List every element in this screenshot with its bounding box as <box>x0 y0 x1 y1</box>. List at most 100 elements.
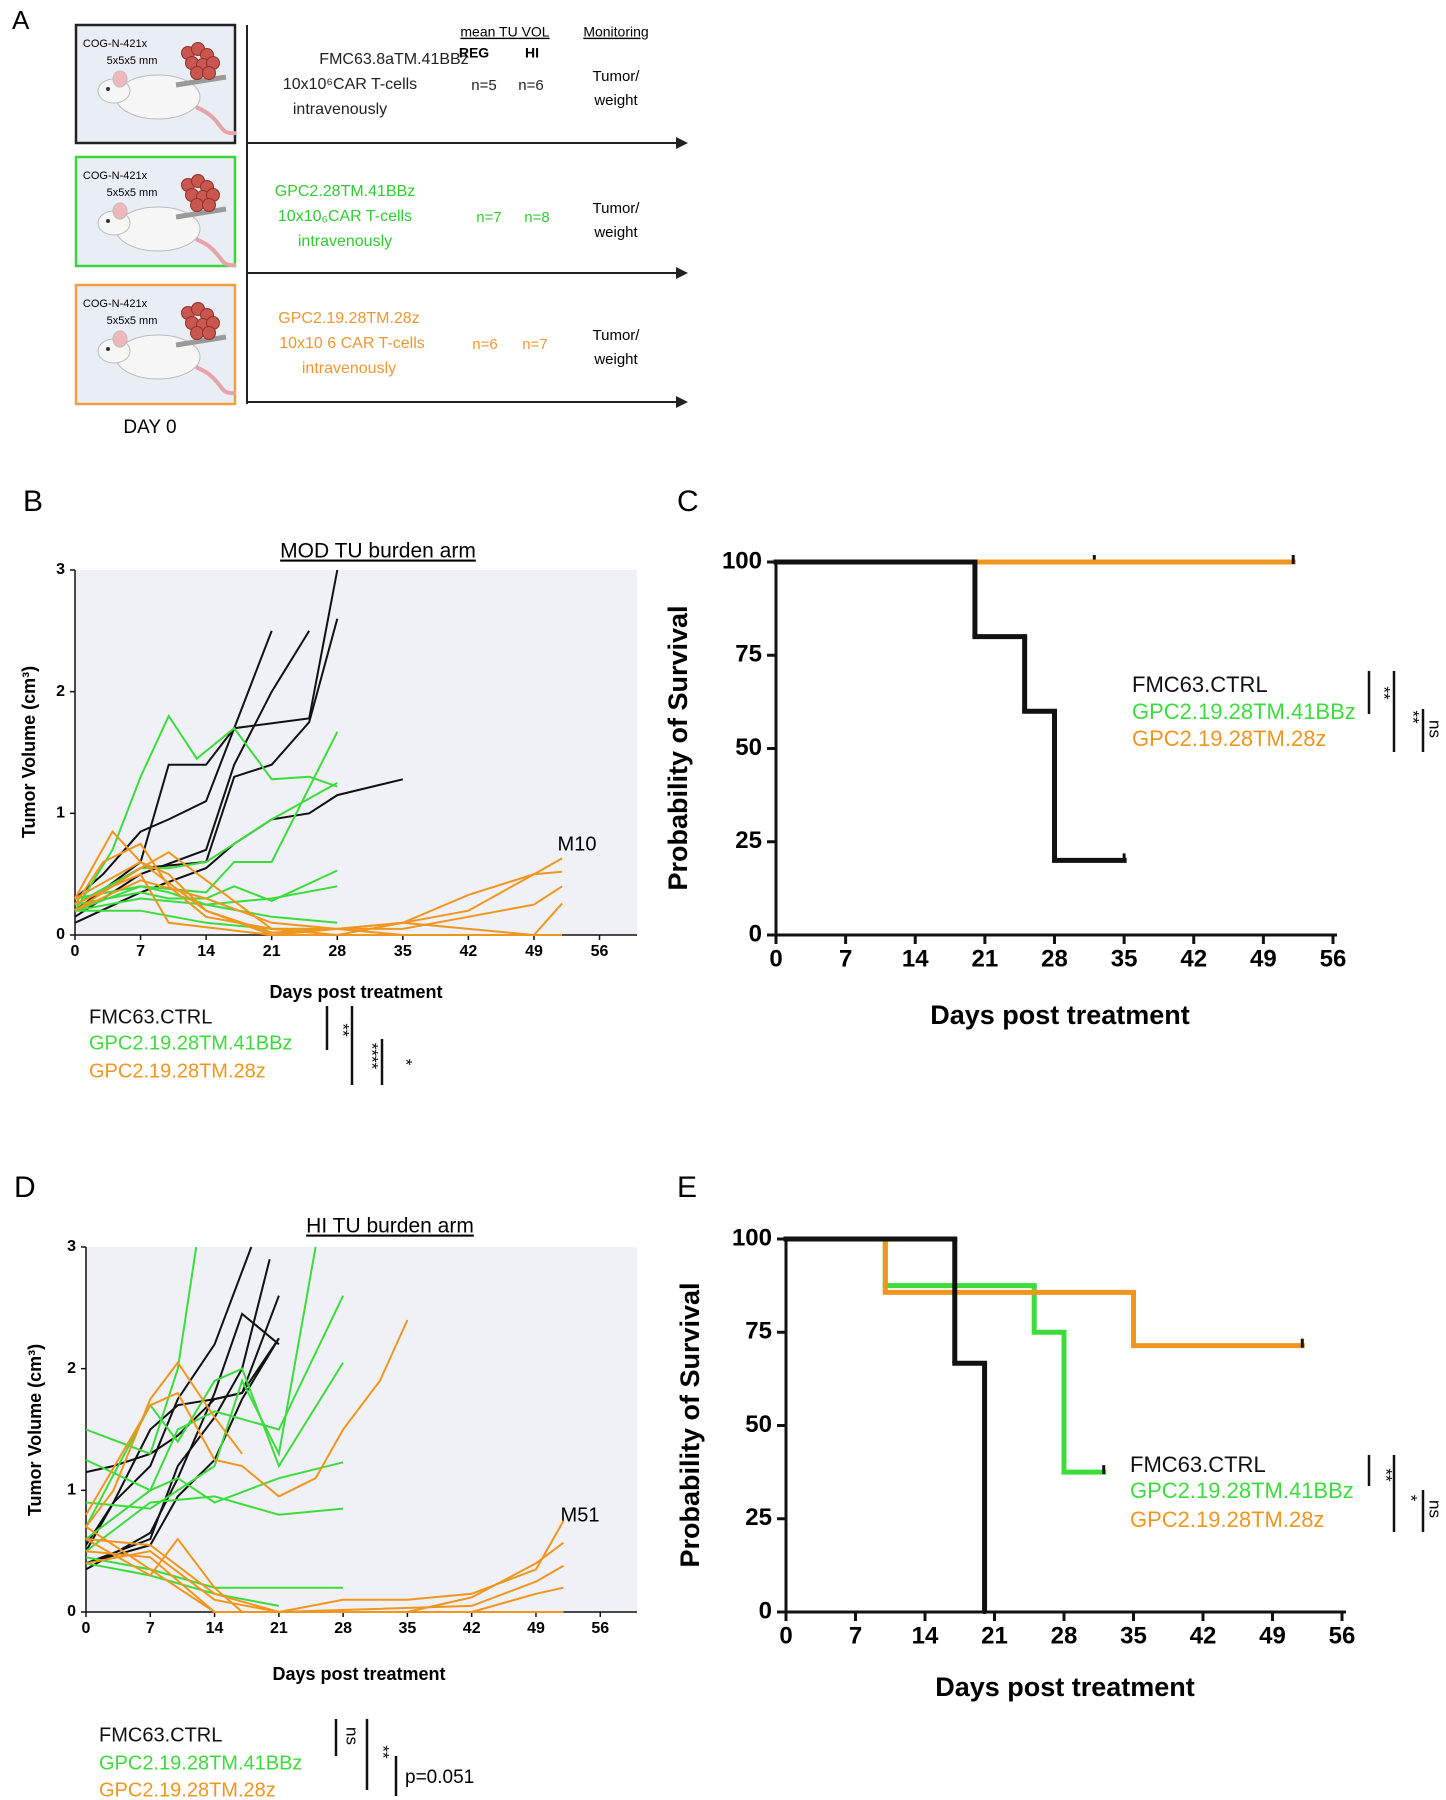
mouse-eye <box>106 347 110 351</box>
legend-entry: FMC63.CTRL <box>1130 1452 1266 1477</box>
x-tick-label: 42 <box>1180 945 1207 972</box>
mouse-tail <box>195 105 237 136</box>
x-tick-label: 42 <box>1190 1622 1217 1649</box>
x-tick-label: 42 <box>463 1620 481 1637</box>
treatment-dose: 10x10 6 CAR T-cells <box>279 335 425 352</box>
x-tick-label: 28 <box>1051 1622 1078 1649</box>
x-tick-label: 42 <box>460 943 478 960</box>
chart-title: MOD TU burden arm <box>280 540 476 563</box>
x-tick-label: 0 <box>779 1622 792 1649</box>
x-tick-label: 14 <box>912 1622 939 1649</box>
y-tick-label: 3 <box>56 561 65 578</box>
x-tick-label: 7 <box>839 945 852 972</box>
significance-label: * <box>397 1059 416 1066</box>
tumor-line <box>74 851 563 930</box>
panel-letter: B <box>23 485 43 518</box>
mouse-ear <box>112 202 128 220</box>
syringe <box>175 74 227 88</box>
mouse-tail <box>195 365 237 396</box>
y-tick-label: 25 <box>745 1504 772 1531</box>
significance-label: ns <box>343 1727 362 1745</box>
tumor-line <box>85 1312 280 1571</box>
n-hi: n=6 <box>518 77 543 94</box>
significance-label: **** <box>363 1043 382 1070</box>
chart-title: HI TU burden arm <box>306 1215 474 1238</box>
x-tick-label: 0 <box>769 945 782 972</box>
legend-entry: FMC63.CTRL <box>99 1724 222 1746</box>
tumor-cell <box>190 66 204 80</box>
tumor-line <box>85 1258 271 1565</box>
x-tick-label: 56 <box>591 943 609 960</box>
x-tick-label: 7 <box>146 1620 155 1637</box>
y-tick-label: 1 <box>56 805 65 822</box>
n-hi: n=7 <box>522 336 547 353</box>
legend-entry: FMC63.CTRL <box>89 1006 212 1028</box>
tumor-line <box>85 1461 344 1540</box>
mouse-illustration <box>97 42 237 136</box>
y-tick-label: 1 <box>67 1482 76 1499</box>
arrow-head <box>676 396 688 408</box>
x-tick-label: 0 <box>82 1620 91 1637</box>
y-tick-label: 25 <box>735 827 762 854</box>
x-tick-label: 7 <box>136 943 145 960</box>
y-tick-label: 75 <box>745 1318 772 1345</box>
tumor-line <box>74 630 311 918</box>
annotation: M10 <box>558 833 597 855</box>
n-reg: n=7 <box>476 209 501 226</box>
legend-entry: GPC2.19.28TM.28z <box>1130 1507 1324 1532</box>
significance-label: ns <box>1426 720 1445 738</box>
x-tick-label: 35 <box>394 943 412 960</box>
treatment-route: intravenously <box>302 360 396 377</box>
y-tick-label: 0 <box>56 926 65 943</box>
header-monitoring: Monitoring <box>583 24 648 40</box>
tumor-line <box>85 1246 253 1546</box>
header-reg: REG <box>459 45 489 61</box>
y-axis-label: Tumor Volume (cm³) <box>25 1344 45 1516</box>
y-tick-label: 50 <box>745 1411 772 1438</box>
x-tick-label: 21 <box>981 1622 1008 1649</box>
y-tick-label: 0 <box>749 920 762 947</box>
legend-entry: GPC2.19.28TM.28z <box>1132 726 1326 751</box>
x-tick-label: 49 <box>525 943 543 960</box>
arrow-head <box>676 137 688 149</box>
treatment-dose: 10x10⁶CAR T-cells <box>283 76 417 93</box>
x-tick-label: 28 <box>328 943 346 960</box>
syringe <box>175 334 227 348</box>
monitoring-2: weight <box>593 351 638 368</box>
tumor-line <box>74 885 338 924</box>
model-name: COG-N-421x <box>83 298 148 310</box>
y-tick-label: 3 <box>67 1238 76 1255</box>
legend-entry: GPC2.19.28TM.28z <box>89 1060 266 1082</box>
significance-label: * <box>1402 1495 1421 1502</box>
tumor-line <box>74 713 338 912</box>
significance-label: p=0.051 <box>405 1767 474 1788</box>
y-tick-label: 2 <box>67 1360 76 1377</box>
treatment-car: GPC2.28TM.41BBz <box>275 183 416 200</box>
x-tick-label: 14 <box>902 945 929 972</box>
y-tick-label: 0 <box>67 1603 76 1620</box>
significance-label: ** <box>334 1023 353 1037</box>
x-tick-label: 21 <box>263 943 281 960</box>
y-axis-label: Tumor Volume (cm³) <box>19 666 39 838</box>
n-hi: n=8 <box>524 209 549 226</box>
x-tick-label: 35 <box>1120 1622 1147 1649</box>
legend-entry: GPC2.19.28TM.41BBz <box>1130 1478 1354 1503</box>
tumor-line <box>85 1246 317 1510</box>
legend-entry: GPC2.19.28TM.41BBz <box>89 1032 292 1054</box>
monitoring-1: Tumor/ <box>593 327 641 344</box>
x-tick-label: 35 <box>1111 945 1138 972</box>
tumor-size: 5x5x5 mm <box>107 187 158 199</box>
x-tick-label: 56 <box>1320 945 1347 972</box>
header-mean: mean TU VOL <box>460 24 549 40</box>
tumor-line <box>85 1295 345 1492</box>
x-tick-label: 49 <box>527 1620 545 1637</box>
significance-label: ** <box>1375 686 1394 700</box>
model-name: COG-N-421x <box>83 170 148 182</box>
legend-entry: FMC63.CTRL <box>1132 672 1268 697</box>
tumor-cell <box>202 198 216 212</box>
legend-entry: GPC2.19.28TM.28z <box>99 1779 276 1800</box>
mouse-tail <box>195 237 237 268</box>
y-tick-label: 75 <box>735 641 762 668</box>
panel-letter: D <box>14 1171 36 1204</box>
